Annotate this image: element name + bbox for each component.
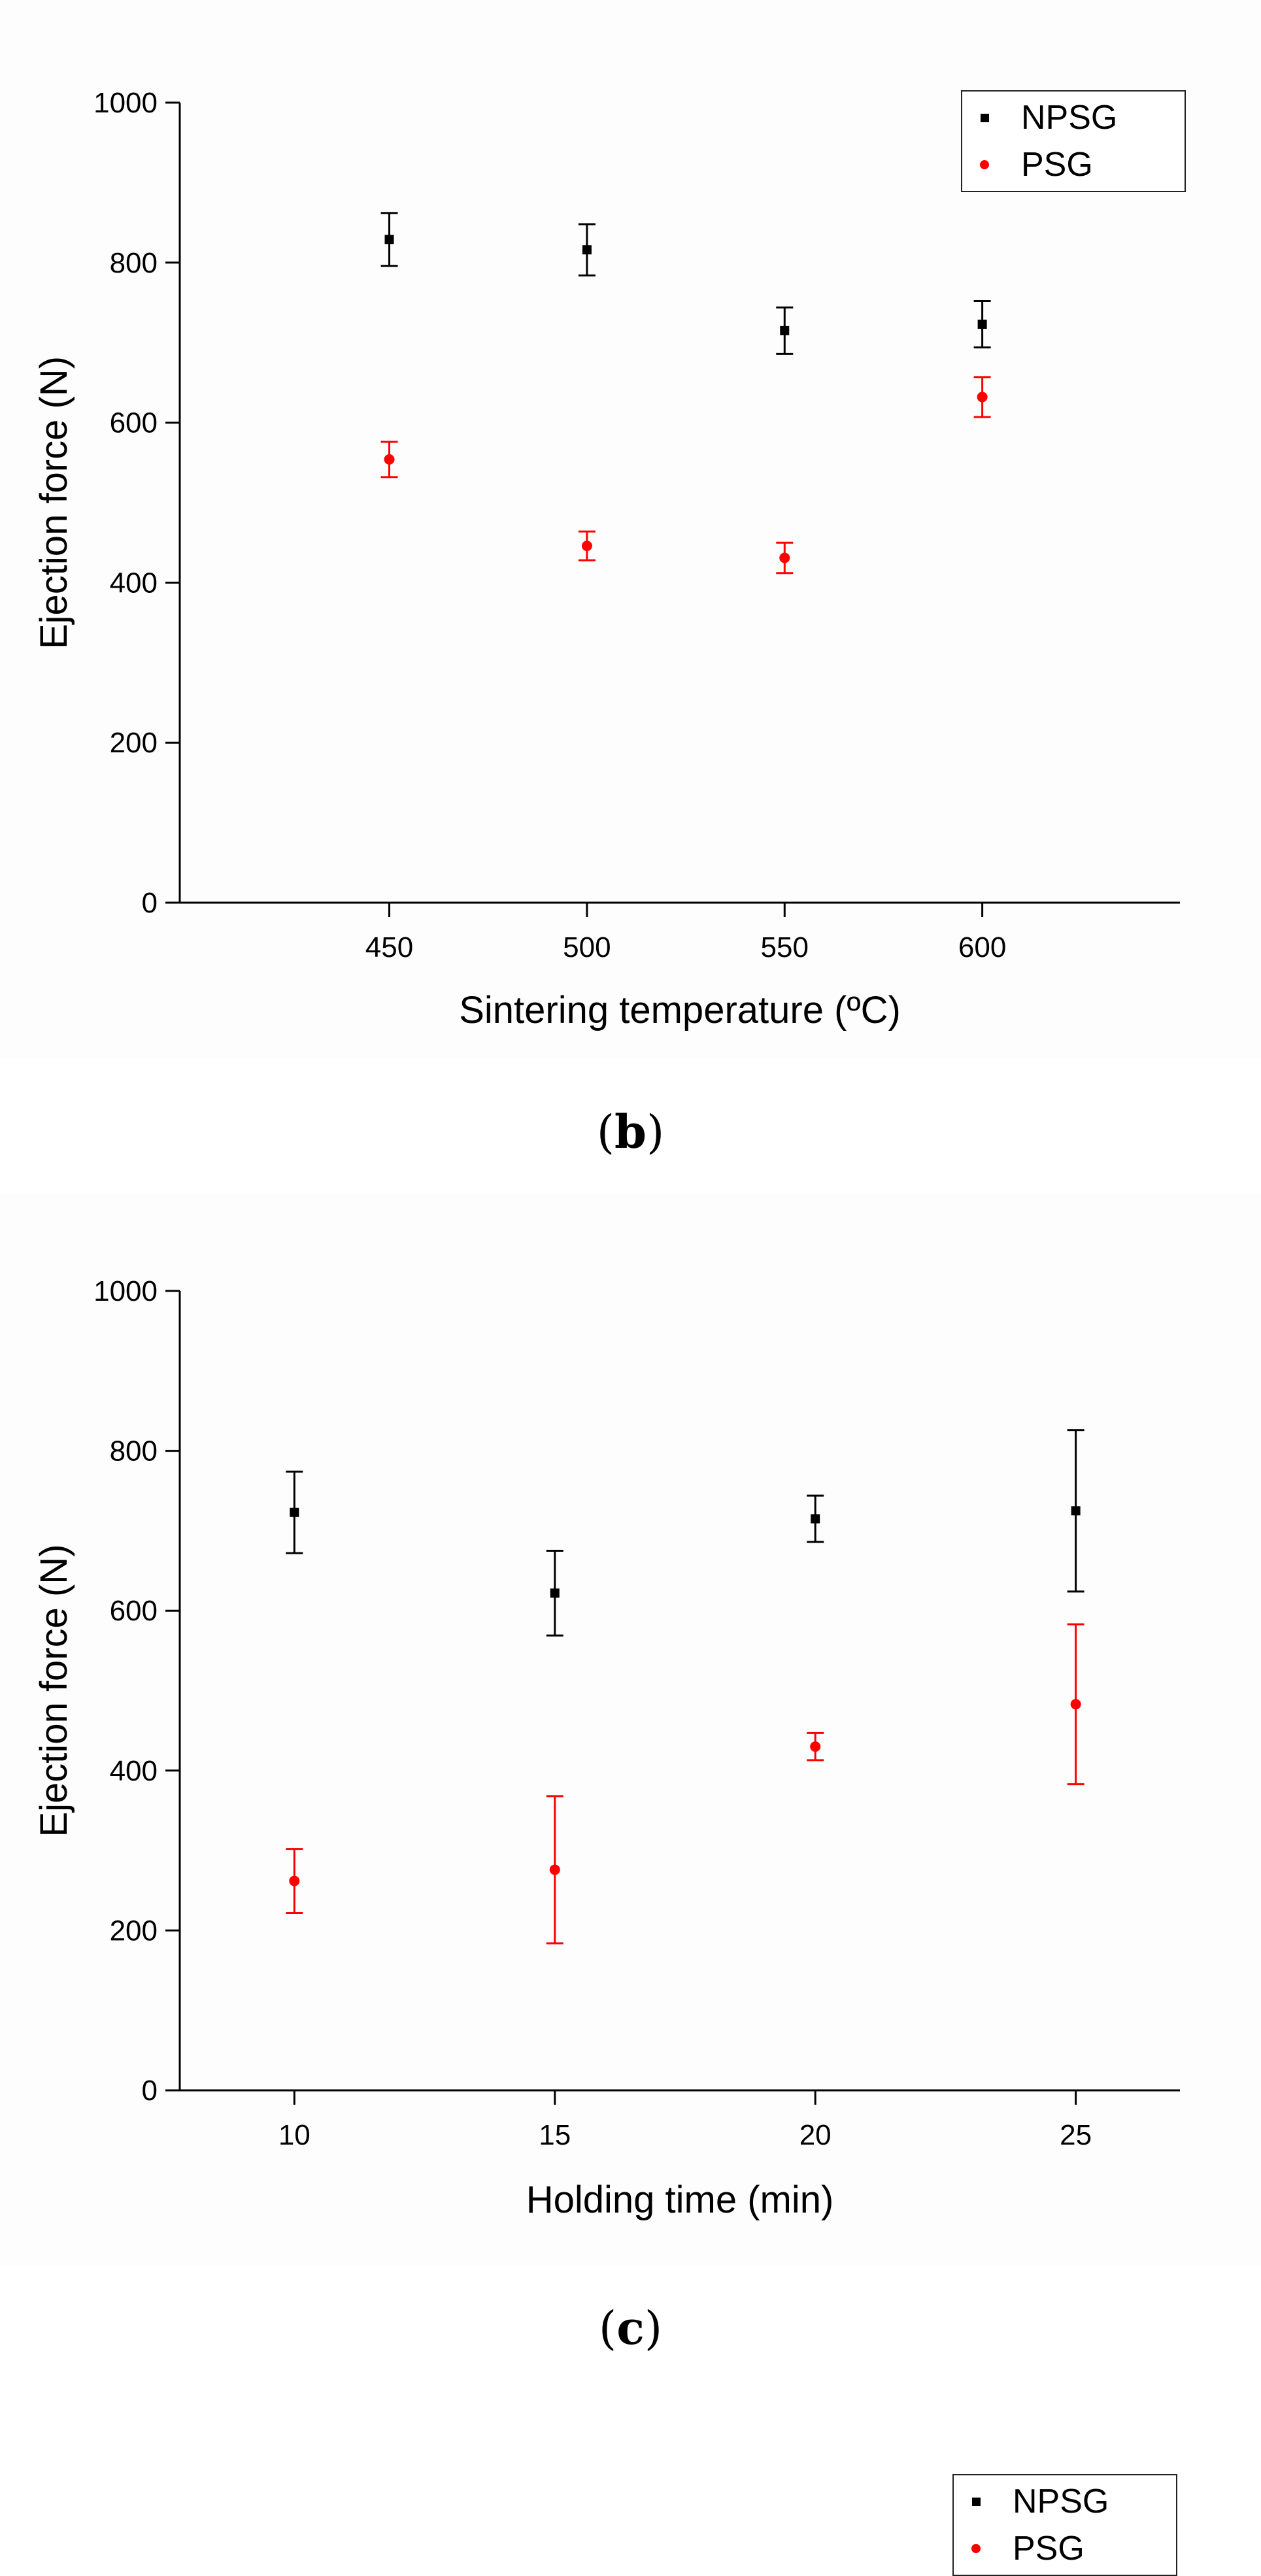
chart-b-legend: NPSG PSG xyxy=(961,90,1186,192)
data-point-psg xyxy=(810,1741,821,1752)
y-tick-label: 1000 xyxy=(93,87,158,119)
data-point-npsg xyxy=(550,1588,560,1598)
figure-caption-b: (b) xyxy=(596,1105,665,1159)
data-point-psg xyxy=(1070,1699,1081,1710)
square-marker-icon xyxy=(963,2488,989,2515)
legend-item-npsg: NPSG xyxy=(963,2478,1164,2525)
data-point-psg xyxy=(977,392,988,403)
legend-label-psg: PSG xyxy=(1013,2530,1084,2568)
x-tick-label: 500 xyxy=(563,931,611,963)
data-point-psg xyxy=(384,454,395,465)
x-tick-label: 15 xyxy=(539,2119,571,2151)
y-tick-label: 600 xyxy=(110,407,158,439)
y-tick-label: 0 xyxy=(142,2075,158,2107)
y-tick-label: 200 xyxy=(110,1915,158,1947)
data-point-npsg xyxy=(977,320,987,329)
legend-item-psg: PSG xyxy=(963,2525,1164,2572)
chart-c-svg: 0 200 400 600 800 1000 10 15 20 25 Holding time (m… xyxy=(33,1275,1180,2221)
caption-letter-c: c xyxy=(616,2301,645,2355)
x-tick-label: 550 xyxy=(761,931,809,963)
chart-c-legend: NPSG PSG xyxy=(952,2474,1177,2576)
data-point-npsg xyxy=(780,326,790,335)
data-point-psg xyxy=(581,541,592,552)
square-marker-icon xyxy=(971,105,998,131)
y-tick-label: 200 xyxy=(110,727,158,759)
chart-b-svg: 0 200 400 600 800 1000 450 500 550 600 Sintering t… xyxy=(33,87,1180,1031)
chart-panel-c: 0 200 400 600 800 1000 10 15 20 25 Holding time (m… xyxy=(0,1193,1261,2576)
data-point-npsg xyxy=(1071,1506,1081,1516)
circle-marker-icon xyxy=(971,152,998,178)
y-axis-title: Ejection force (N) xyxy=(33,356,75,649)
chart-panel-b: 0 200 400 600 800 1000 450 500 550 600 Sintering t… xyxy=(0,0,1261,1059)
legend-label-psg: PSG xyxy=(1021,146,1093,184)
x-tick-label: 10 xyxy=(278,2119,311,2151)
data-point-psg xyxy=(779,552,790,563)
y-tick-label: 0 xyxy=(142,887,158,919)
figure-caption-c: (c) xyxy=(598,2301,663,2355)
data-point-npsg xyxy=(811,1514,820,1524)
y-tick-label: 400 xyxy=(110,1755,158,1787)
legend-label-npsg: NPSG xyxy=(1021,99,1118,137)
legend-item-npsg: NPSG xyxy=(971,94,1173,141)
y-tick-label: 600 xyxy=(110,1595,158,1627)
data-point-psg xyxy=(549,1864,560,1875)
x-tick-label: 450 xyxy=(365,931,413,963)
x-tick-label: 20 xyxy=(799,2119,832,2151)
x-axis-title: Holding time (min) xyxy=(526,2179,834,2221)
y-tick-label: 1000 xyxy=(93,1275,158,1307)
x-tick-label: 25 xyxy=(1060,2119,1092,2151)
data-point-npsg xyxy=(384,235,394,244)
data-point-npsg xyxy=(290,1507,299,1517)
y-tick-label: 400 xyxy=(110,567,158,599)
y-tick-label: 800 xyxy=(110,1435,158,1467)
x-tick-label: 600 xyxy=(958,931,1006,963)
circle-marker-icon xyxy=(963,2535,989,2562)
x-axis-title: Sintering temperature (ºC) xyxy=(459,989,901,1031)
legend-item-psg: PSG xyxy=(971,141,1173,188)
y-tick-label: 800 xyxy=(110,247,158,279)
legend-label-npsg: NPSG xyxy=(1013,2483,1109,2520)
y-axis-title: Ejection force (N) xyxy=(33,1544,75,1837)
caption-letter-b: b xyxy=(614,1105,647,1159)
data-point-psg xyxy=(289,1875,300,1886)
data-point-npsg xyxy=(582,245,592,255)
